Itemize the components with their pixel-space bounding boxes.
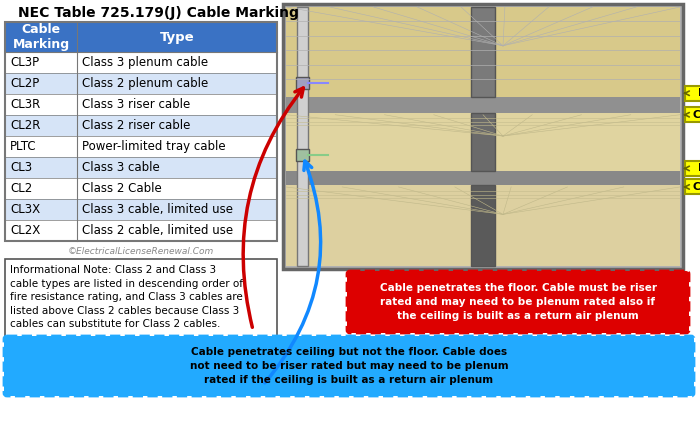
Text: Power-limited tray cable: Power-limited tray cable: [82, 140, 225, 153]
Text: Cable penetrates ceiling but not the floor. Cable does
not need to be riser rate: Cable penetrates ceiling but not the flo…: [190, 347, 508, 385]
Bar: [283, 4, 683, 269]
Text: Class 2 plenum cable: Class 2 plenum cable: [82, 77, 209, 90]
Text: ©ElectricalLicenseRenewal.Com: ©ElectricalLicenseRenewal.Com: [68, 247, 214, 256]
Text: CL3P: CL3P: [10, 56, 39, 69]
Text: Type: Type: [160, 30, 195, 44]
Bar: [5, 178, 277, 199]
Bar: [685, 161, 700, 176]
Bar: [685, 179, 700, 194]
Text: CL2: CL2: [10, 182, 32, 195]
Text: CL2R: CL2R: [10, 119, 41, 132]
Bar: [5, 259, 277, 349]
Text: Class 3 riser cable: Class 3 riser cable: [82, 98, 190, 111]
Bar: [5, 52, 277, 73]
Bar: [685, 86, 700, 101]
Text: Cable penetrates the floor. Cable must be riser
rated and may need to be plenum : Cable penetrates the floor. Cable must b…: [379, 283, 657, 321]
Bar: [5, 199, 277, 220]
Text: Class 3 cable: Class 3 cable: [82, 161, 160, 174]
Bar: [5, 94, 277, 115]
Text: Class 2 riser cable: Class 2 riser cable: [82, 119, 190, 132]
Bar: [286, 113, 680, 171]
Text: Ceiling: Ceiling: [693, 110, 700, 120]
Text: CL3X: CL3X: [10, 203, 40, 216]
Bar: [286, 97, 680, 113]
Bar: [471, 185, 495, 266]
Bar: [296, 77, 309, 89]
Bar: [5, 157, 277, 178]
Bar: [296, 149, 309, 161]
Bar: [471, 7, 495, 97]
Bar: [5, 115, 277, 136]
Bar: [286, 7, 680, 97]
FancyBboxPatch shape: [4, 336, 694, 396]
Bar: [471, 113, 495, 171]
Text: Class 3 plenum cable: Class 3 plenum cable: [82, 56, 208, 69]
Text: Class 2 cable, limited use: Class 2 cable, limited use: [82, 224, 233, 237]
Bar: [5, 22, 277, 52]
Bar: [297, 7, 308, 266]
Text: CL2X: CL2X: [10, 224, 41, 237]
Text: CL3: CL3: [10, 161, 32, 174]
Text: Informational Note: Class 2 and Class 3
cable types are listed in descending ord: Informational Note: Class 2 and Class 3 …: [10, 265, 243, 330]
Bar: [286, 171, 680, 185]
Bar: [5, 136, 277, 157]
Text: Floor: Floor: [698, 163, 700, 173]
Text: PLTC: PLTC: [10, 140, 36, 153]
Bar: [5, 22, 277, 241]
Bar: [5, 220, 277, 241]
Text: Cable
Marking: Cable Marking: [13, 23, 69, 51]
Text: Class 2 Cable: Class 2 Cable: [82, 182, 162, 195]
Bar: [685, 107, 700, 122]
Text: Ceiling: Ceiling: [693, 182, 700, 192]
Text: NEC Table 725.179(J) Cable Marking: NEC Table 725.179(J) Cable Marking: [18, 6, 298, 20]
Bar: [5, 73, 277, 94]
FancyBboxPatch shape: [347, 271, 689, 333]
Bar: [286, 185, 680, 266]
Text: CL3R: CL3R: [10, 98, 41, 111]
Text: Floor: Floor: [698, 88, 700, 98]
Text: CL2P: CL2P: [10, 77, 39, 90]
Text: Class 3 cable, limited use: Class 3 cable, limited use: [82, 203, 233, 216]
